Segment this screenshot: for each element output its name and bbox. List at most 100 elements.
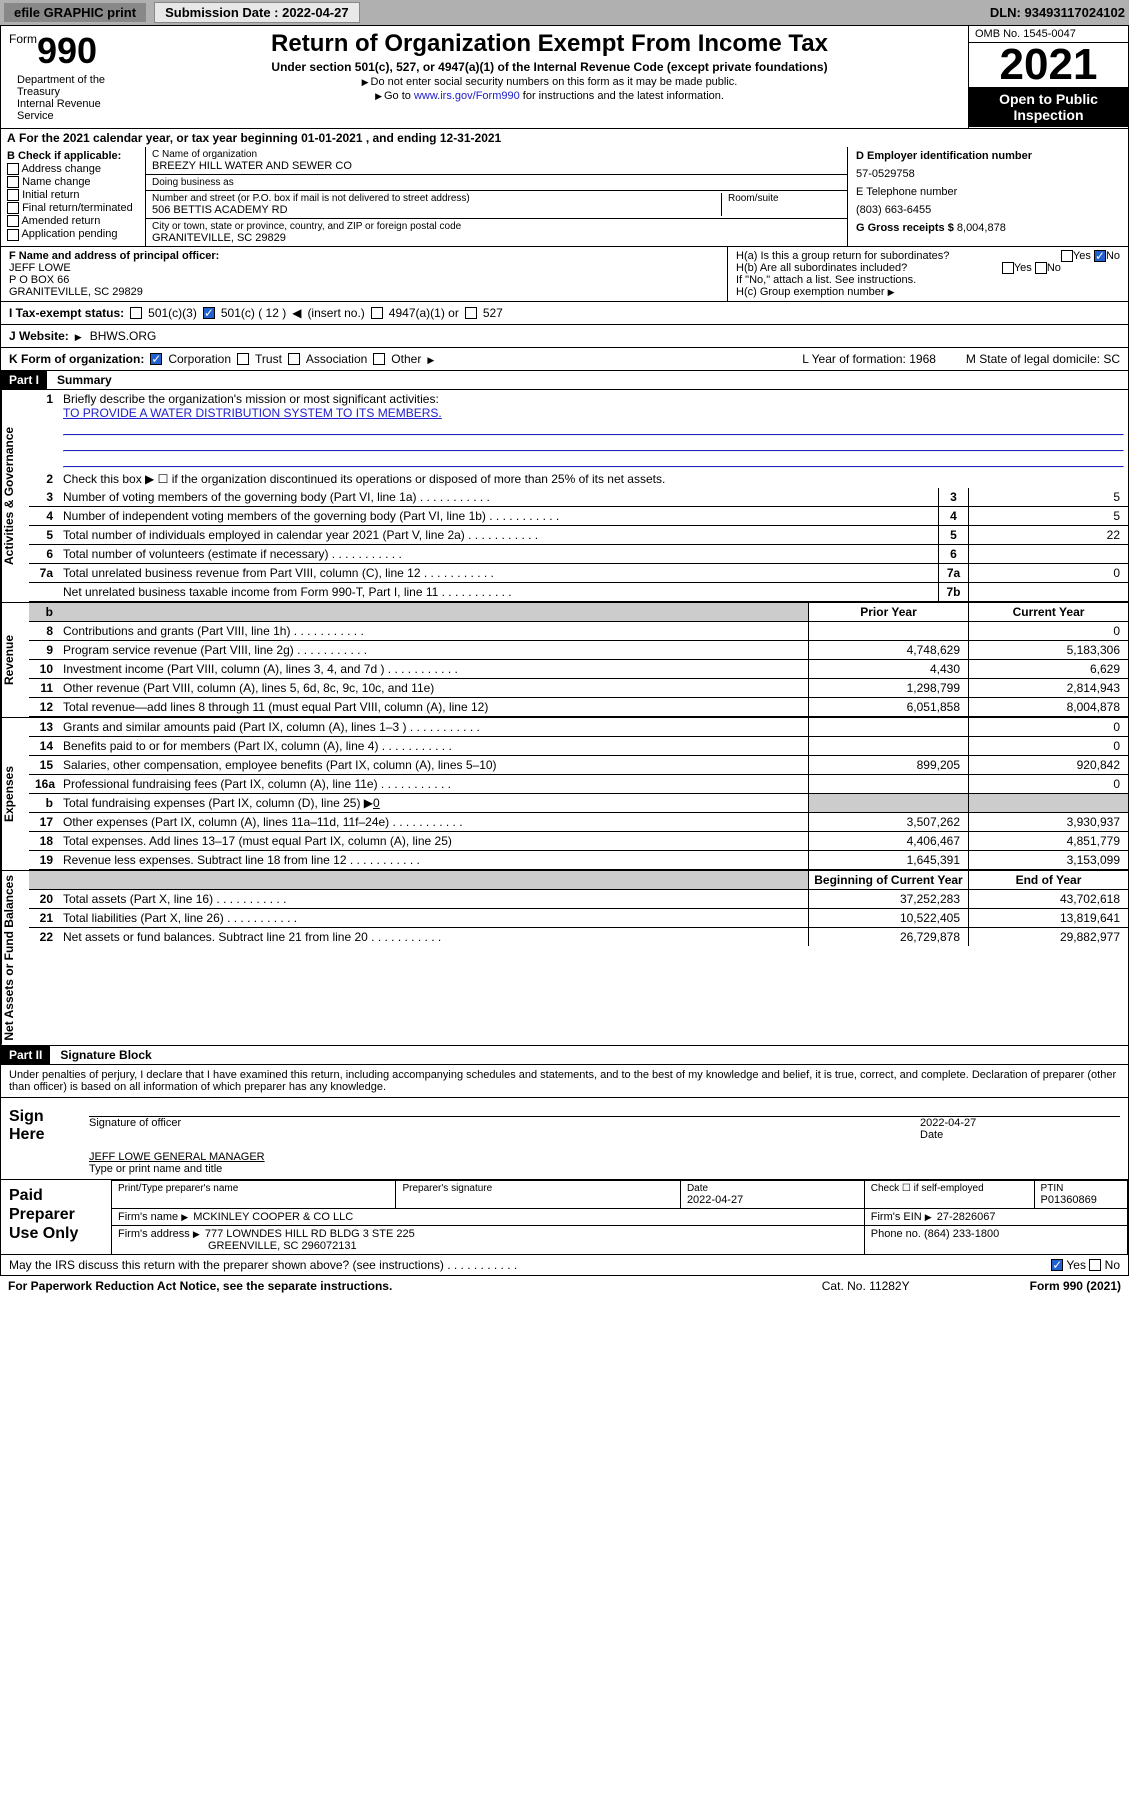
l5: Total number of individuals employed in … (59, 526, 938, 544)
v3: 5 (968, 488, 1128, 506)
mission-text: TO PROVIDE A WATER DISTRIBUTION SYSTEM T… (63, 406, 442, 420)
signer-name: JEFF LOWE GENERAL MANAGER (89, 1151, 265, 1163)
col-f: F Name and address of principal officer:… (1, 247, 728, 301)
vtab-netassets: Net Assets or Fund Balances (1, 871, 29, 1045)
form-word: Form (9, 32, 37, 46)
row-j: J Website: BHWS.ORG (1, 324, 1128, 347)
topbar: efile GRAPHIC print Submission Date : 20… (0, 0, 1129, 25)
goto-line: Go to www.irs.gov/Form990 for instructio… (135, 90, 964, 102)
l22: Net assets or fund balances. Subtract li… (59, 928, 808, 946)
v7a: 0 (968, 564, 1128, 582)
cb-address[interactable]: Address change (7, 163, 139, 175)
section-a: A For the 2021 calendar year, or tax yea… (0, 129, 1129, 371)
l9: Program service revenue (Part VIII, line… (59, 641, 808, 659)
cb-pending[interactable]: Application pending (7, 228, 139, 240)
ein-label: D Employer identification number (856, 150, 1032, 162)
officer-name: JEFF LOWE (9, 262, 719, 274)
city-label: City or town, state or province, country… (152, 221, 841, 232)
v4: 5 (968, 507, 1128, 525)
street-address: 506 BETTIS ACADEMY RD (152, 204, 721, 216)
ein: 57-0529758 (856, 168, 1120, 180)
gross-label: G Gross receipts $ (856, 222, 954, 234)
v6 (968, 545, 1128, 563)
l15: Salaries, other compensation, employee b… (59, 756, 808, 774)
col-end: End of Year (968, 871, 1128, 889)
summary-netassets: Net Assets or Fund Balances Beginning of… (0, 871, 1129, 1046)
paperwork-notice: For Paperwork Reduction Act Notice, see … (8, 1279, 392, 1293)
col-beg: Beginning of Current Year (808, 871, 968, 889)
org-name: BREEZY HILL WATER AND SEWER CO (152, 160, 841, 172)
department: Department of the Treasury Internal Reve… (9, 72, 123, 124)
penalty-text: Under penalties of perjury, I declare th… (1, 1065, 1128, 1097)
firm-ein: 27-2826067 (937, 1211, 996, 1223)
sig-date: 2022-04-27 (920, 1117, 976, 1129)
signer-name-label: Type or print name and title (89, 1163, 222, 1175)
l4: Number of independent voting members of … (59, 507, 938, 525)
prep-date-label: Date (687, 1183, 858, 1194)
submission-date[interactable]: Submission Date : 2022-04-27 (154, 2, 360, 23)
form-title: Return of Organization Exempt From Incom… (135, 30, 964, 58)
part2-label: Part II (1, 1046, 50, 1064)
hc-label: H(c) Group exemption number (736, 286, 885, 298)
header-right: OMB No. 1545-0047 2021 Open to Public In… (968, 26, 1128, 128)
cat-no: Cat. No. 11282Y (822, 1279, 910, 1293)
website[interactable]: BHWS.ORG (90, 329, 157, 343)
firm-name: MCKINLEY COOPER & CO LLC (193, 1211, 353, 1223)
l10: Investment income (Part VIII, column (A)… (59, 660, 808, 678)
room-label: Room/suite (728, 193, 841, 204)
col-curr: Current Year (968, 603, 1128, 621)
efile-label[interactable]: efile GRAPHIC print (4, 3, 146, 22)
ptin-label: PTIN (1041, 1183, 1121, 1194)
col-prior: Prior Year (808, 603, 968, 621)
cb-name[interactable]: Name change (7, 176, 139, 188)
col-b: B Check if applicable: Address change Na… (1, 147, 146, 246)
l8: Contributions and grants (Part VIII, lin… (59, 622, 808, 640)
header-center: Return of Organization Exempt From Incom… (131, 26, 968, 128)
prep-name-label: Print/Type preparer's name (118, 1183, 389, 1194)
l13: Grants and similar amounts paid (Part IX… (59, 718, 808, 736)
l19: Revenue less expenses. Subtract line 18 … (59, 851, 808, 869)
form-footer: Form 990 (2021) (1030, 1279, 1121, 1293)
col-h: H(a) Is this a group return for subordin… (728, 247, 1128, 301)
part1-label: Part I (1, 371, 47, 389)
ptin: P01360869 (1041, 1194, 1097, 1206)
l16a: Professional fundraising fees (Part IX, … (59, 775, 808, 793)
irs-link[interactable]: www.irs.gov/Form990 (414, 90, 520, 102)
col-c: C Name of organizationBREEZY HILL WATER … (146, 147, 848, 246)
firm-addr: 777 LOWNDES HILL RD BLDG 3 STE 225 (205, 1228, 415, 1240)
ssn-warning: Do not enter social security numbers on … (135, 76, 964, 88)
l7b: Net unrelated business taxable income fr… (59, 583, 938, 601)
phone-label: E Telephone number (856, 186, 957, 198)
part1-title: Summary (47, 371, 122, 389)
cb-final[interactable]: Final return/terminated (7, 202, 139, 214)
part2-title: Signature Block (50, 1046, 161, 1064)
l6: Total number of volunteers (estimate if … (59, 545, 938, 563)
cb-amended[interactable]: Amended return (7, 215, 139, 227)
officer-label: F Name and address of principal officer: (9, 250, 219, 262)
tax-status-label: I Tax-exempt status: (9, 306, 124, 320)
discuss-q: May the IRS discuss this return with the… (9, 1258, 517, 1272)
open-public: Open to Public Inspection (969, 87, 1128, 127)
sign-here: Sign Here (1, 1098, 81, 1179)
form-org-label: K Form of organization: (9, 352, 144, 366)
header: Form990 Department of the Treasury Inter… (0, 25, 1129, 129)
dln: DLN: 93493117024102 (990, 5, 1125, 20)
l18: Total expenses. Add lines 13–17 (must eq… (59, 832, 808, 850)
dba-label: Doing business as (152, 177, 841, 188)
l2-text: Check this box ▶ ☐ if the organization d… (59, 470, 1128, 488)
v7b (968, 583, 1128, 601)
hb-note: If "No," attach a list. See instructions… (736, 274, 1120, 286)
vtab-revenue: Revenue (1, 603, 29, 717)
subtitle: Under section 501(c), 527, or 4947(a)(1)… (135, 60, 964, 74)
l11: Other revenue (Part VIII, column (A), li… (59, 679, 808, 697)
vtab-expenses: Expenses (1, 718, 29, 870)
org-name-label: C Name of organization (152, 149, 841, 160)
cb-initial[interactable]: Initial return (7, 189, 139, 201)
tax-year: 2021 (969, 43, 1128, 87)
l1-label: Briefly describe the organization's miss… (63, 392, 439, 406)
website-label: J Website: (9, 329, 69, 343)
self-emp-label: Check ☐ if self-employed (871, 1183, 1028, 1194)
irs-discuss: May the IRS discuss this return with the… (1, 1254, 1128, 1275)
l3: Number of voting members of the governin… (59, 488, 938, 506)
form-number-block: Form990 Department of the Treasury Inter… (1, 26, 131, 128)
